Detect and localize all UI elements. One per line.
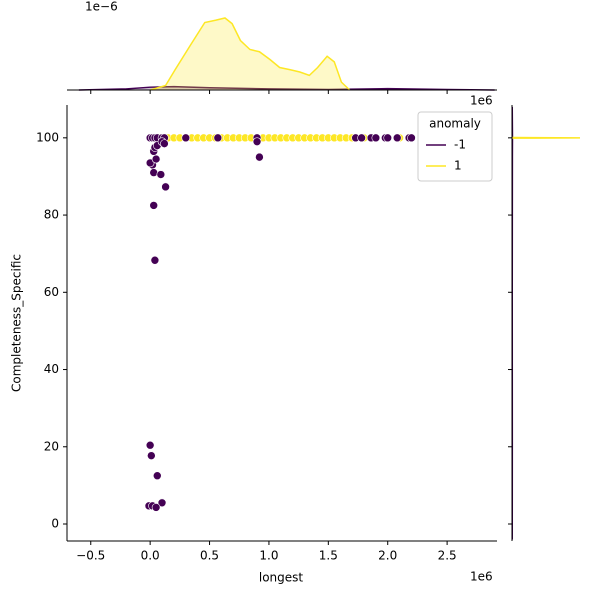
y-tick-label: 100 <box>36 130 59 144</box>
point <box>145 440 155 450</box>
point <box>161 182 170 192</box>
point <box>151 154 161 164</box>
kde-line <box>78 85 495 91</box>
x-tick-label: −0.5 <box>76 549 105 563</box>
legend-box <box>417 111 493 182</box>
point <box>255 152 264 162</box>
right-offset: 1e6 <box>470 94 493 108</box>
point <box>152 471 162 481</box>
point <box>149 168 159 177</box>
y-tick-label: 40 <box>44 362 59 376</box>
point <box>213 133 223 143</box>
x-axis-label: longest <box>259 571 304 585</box>
y-tick-label: 60 <box>44 285 59 299</box>
point <box>156 170 166 179</box>
point <box>371 133 381 143</box>
y-tick-label: 80 <box>44 208 59 222</box>
top-offset: 1e−6 <box>85 0 118 14</box>
point <box>160 139 169 148</box>
point <box>149 201 159 210</box>
x-tick-label: 1.0 <box>259 549 278 563</box>
y-tick-label: 20 <box>44 439 59 453</box>
point <box>181 133 191 143</box>
point <box>357 133 366 143</box>
point <box>407 133 416 143</box>
point <box>252 137 262 146</box>
kde-line <box>511 136 581 139</box>
point <box>392 133 402 143</box>
y-axis-label: Completeness_Specific <box>10 254 24 392</box>
legend-label: 1 <box>454 159 462 173</box>
x-offset: 1e6 <box>470 570 493 584</box>
point <box>157 498 167 508</box>
y-tick-label: 0 <box>51 517 59 531</box>
legend: anomaly -1 1 <box>417 111 493 182</box>
point <box>151 503 161 512</box>
kde-line <box>149 17 351 91</box>
kde-fill <box>150 18 350 90</box>
legend-title: anomaly <box>429 117 481 131</box>
x-tick-label: 1.5 <box>319 549 338 563</box>
x-tick-label: 0.0 <box>141 549 160 563</box>
x-tick-label: 2.0 <box>378 549 397 563</box>
point <box>150 255 160 265</box>
legend-label: -1 <box>454 138 466 152</box>
point <box>147 451 156 460</box>
point <box>383 133 393 143</box>
point <box>145 158 155 168</box>
x-tick-label: 2.5 <box>438 549 457 563</box>
x-tick-label: 0.5 <box>200 549 219 563</box>
